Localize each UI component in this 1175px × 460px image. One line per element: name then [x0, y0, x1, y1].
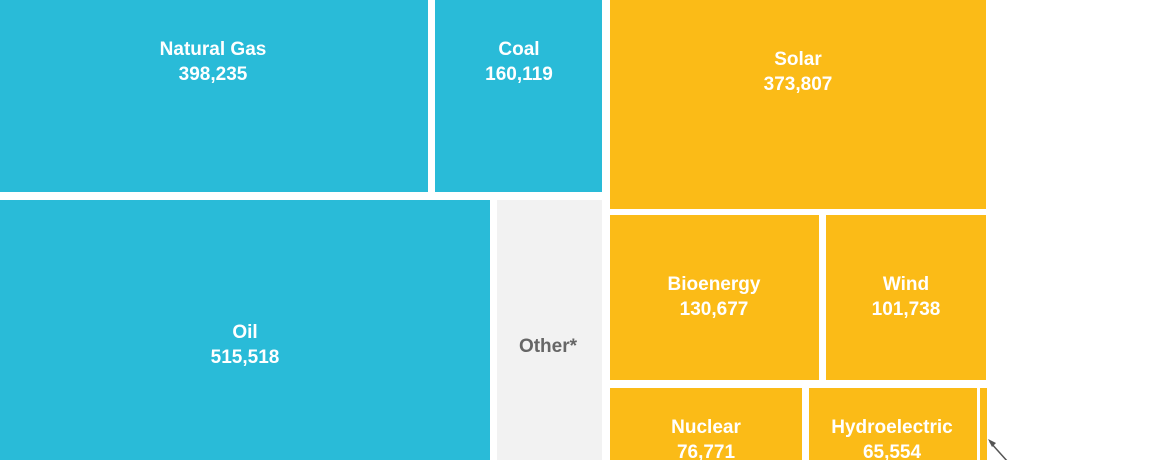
treemap-cell: [0, 200, 490, 460]
cell-value: 101,738: [872, 299, 941, 320]
cell-value: 76,771: [677, 442, 736, 460]
treemap-cell: [0, 0, 428, 192]
cell-value: 515,518: [211, 347, 280, 368]
cell-value: 398,235: [179, 64, 248, 85]
cell-label: Other*: [519, 336, 578, 357]
treemap-cell: [610, 215, 819, 380]
treemap-cell: [610, 388, 802, 460]
treemap-cell: [980, 388, 987, 460]
cell-label: Hydroelectric: [831, 417, 953, 438]
cell-label: Solar: [774, 49, 822, 70]
treemap-cells: Natural Gas 398,235 Coal 160,119 Oil 515,518 O…: [0, 0, 987, 460]
treemap-cell: [497, 200, 602, 460]
treemap-cell: [826, 215, 986, 380]
cell-label: Coal: [498, 39, 539, 60]
cell-value: 65,554: [863, 442, 922, 460]
cell-value: 130,677: [680, 299, 749, 320]
cell-value: 373,807: [764, 74, 833, 95]
cell-label: Oil: [232, 322, 257, 343]
arrow-head: [988, 439, 996, 447]
treemap-cell: [610, 0, 986, 209]
cell-label: Bioenergy: [668, 274, 761, 295]
cell-label: Nuclear: [671, 417, 741, 438]
pointer-arrow: [988, 439, 1008, 460]
cell-label: Natural Gas: [160, 39, 267, 60]
cell-value: 160,119: [485, 64, 553, 85]
cell-label: Wind: [883, 274, 929, 295]
treemap-cell: [435, 0, 602, 192]
treemap-cell: [809, 388, 977, 460]
